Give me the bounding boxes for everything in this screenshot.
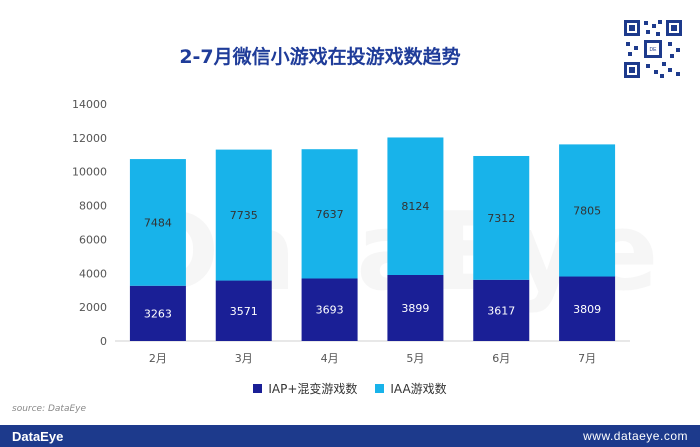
data-label: 3571 [230,305,258,318]
data-label: 3263 [144,307,172,320]
data-label: 7484 [144,216,172,229]
y-tick-label: 6000 [79,233,107,246]
chart-title: 2-7月微信小游戏在投游戏数趋势 [179,46,461,68]
bar-iaa [301,149,358,279]
source-note: source: DataEye [12,404,87,414]
x-tick-label: 2月 [149,352,167,365]
bar-iaa [215,149,272,281]
y-tick-label: 0 [100,335,107,348]
data-label: 8124 [401,200,429,213]
x-tick-label: 3月 [235,352,253,365]
svg-text:DE: DE [650,47,658,53]
data-label: 3617 [487,304,515,317]
x-tick-label: 4月 [321,352,339,365]
x-tick-label: 7月 [578,352,596,365]
data-label: 7312 [487,212,515,225]
y-tick-label: 12000 [72,132,107,145]
bar-iaa [129,159,186,286]
footer-bar: DataEye www.dataeye.com [0,425,700,447]
bar-iaa [559,144,616,277]
legend-label-iap: IAP+混变游戏数 [268,382,358,396]
x-tick-label: 6月 [492,352,510,365]
y-tick-label: 10000 [72,166,107,179]
footer-url: www.dataeye.com [583,429,688,443]
bar-iap [387,274,444,341]
bar-iap [129,285,186,341]
data-label: 7735 [230,209,258,222]
data-label: 3809 [573,303,601,316]
legend-swatch-iap [253,384,263,393]
data-label: 3693 [316,304,344,317]
legend: IAP+混变游戏数 IAA游戏数 [0,380,700,397]
legend-item-iap: IAP+混变游戏数 [253,380,357,397]
bar-iap [301,278,358,341]
qr-code-icon: DE [622,18,684,80]
legend-item-iaa: IAA游戏数 [375,380,447,397]
data-label: 3899 [401,302,429,315]
y-tick-label: 8000 [79,200,107,213]
data-label: 7805 [573,204,601,217]
y-tick-label: 14000 [72,98,107,111]
data-label: 7637 [316,208,344,221]
bar-iap [473,279,530,341]
legend-label-iaa: IAA游戏数 [390,382,447,396]
bar-iaa [473,155,530,280]
bar-iap [215,280,272,341]
y-tick-label: 2000 [79,301,107,314]
footer-brand: DataEye [12,428,64,444]
legend-swatch-iaa [375,384,385,393]
y-tick-label: 4000 [79,267,107,280]
bar-iap [559,276,616,341]
bar-iaa [387,137,444,275]
x-tick-label: 5月 [406,352,424,365]
